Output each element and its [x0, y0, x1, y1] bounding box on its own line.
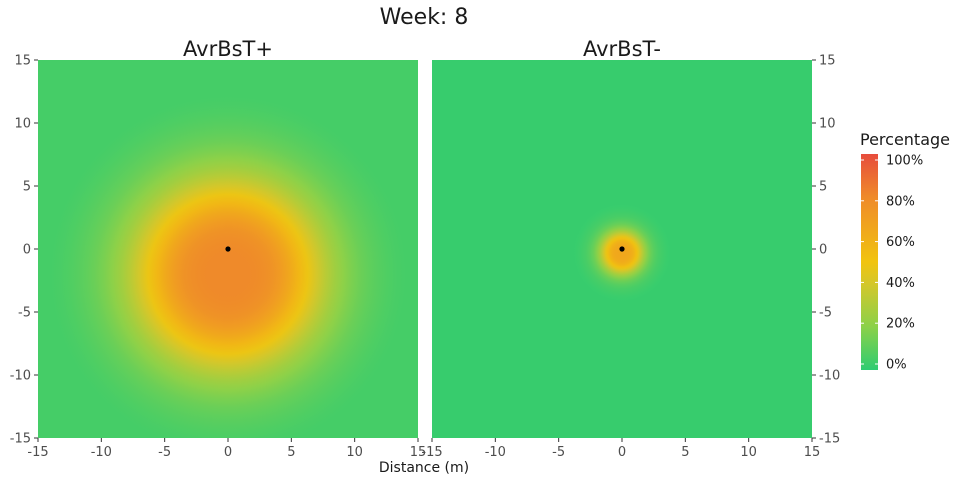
x-tick-label: 5 — [681, 445, 689, 460]
y-tick-label: -5 — [18, 306, 31, 321]
y-tick-label: -10 — [819, 369, 840, 384]
y-tick-label: -5 — [819, 306, 832, 321]
panel-1-title: AvrBsT+ — [183, 37, 273, 61]
y-tick-label: 10 — [819, 117, 836, 132]
panel-2-x-axis: -15 -10 -5 0 5 10 15 — [421, 438, 820, 460]
panel-2-title: AvrBsT- — [583, 37, 661, 61]
x-tick-label: -15 — [27, 445, 48, 460]
panel-2-y-axis: 15 10 5 0 -5 -10 -15 — [812, 54, 840, 447]
y-tick-label: 15 — [819, 54, 836, 69]
legend-tick-label: 60% — [886, 235, 915, 250]
panel-avrbst-plus: AvrBsT+ -15 -10 -5 0 5 10 15 15 10 5 0 -5 -10 -15 — [10, 37, 427, 460]
legend-title: Percentage — [860, 130, 950, 149]
y-tick-label: 15 — [14, 54, 31, 69]
panel-1-y-axis: 15 10 5 0 -5 -10 -15 — [10, 54, 38, 447]
legend-tick-label: 40% — [886, 276, 915, 291]
x-tick-label: -15 — [421, 445, 442, 460]
x-tick-label: 5 — [287, 445, 295, 460]
y-tick-label: 5 — [23, 180, 31, 195]
panel-1-x-axis: -15 -10 -5 0 5 10 15 — [27, 438, 426, 460]
y-tick-label: 5 — [819, 180, 827, 195]
x-tick-label: -10 — [91, 445, 112, 460]
x-tick-label: 10 — [740, 445, 757, 460]
legend: Percentage 100% 80% 60% 40% 20% 0% — [860, 130, 950, 373]
y-tick-label: 0 — [819, 243, 827, 258]
y-tick-label: 10 — [14, 117, 31, 132]
panel-avrbst-minus: AvrBsT- -15 -10 -5 0 5 10 15 15 10 5 0 -5 -10 -15 — [421, 37, 840, 460]
figure-title: Week: 8 — [380, 5, 469, 30]
legend-tick-label: 80% — [886, 194, 915, 209]
y-tick-label: -15 — [819, 432, 840, 447]
legend-colorbar — [861, 154, 878, 370]
y-tick-label: -15 — [10, 432, 31, 447]
y-tick-label: -10 — [10, 369, 31, 384]
panel-1-source-point — [225, 246, 231, 252]
y-tick-label: 0 — [23, 243, 31, 258]
legend-tick-label: 100% — [886, 154, 923, 169]
x-tick-label: -10 — [485, 445, 506, 460]
legend-tick-label: 20% — [886, 317, 915, 332]
x-axis-label: Distance (m) — [379, 460, 469, 476]
panel-2-source-point — [619, 246, 625, 252]
x-tick-label: -5 — [158, 445, 171, 460]
legend-tick-label: 0% — [886, 358, 907, 373]
x-tick-label: 0 — [224, 445, 232, 460]
x-tick-label: 0 — [618, 445, 626, 460]
x-tick-label: 10 — [346, 445, 363, 460]
x-tick-label: -5 — [552, 445, 565, 460]
legend-ticks: 100% 80% 60% 40% 20% 0% — [861, 154, 923, 373]
x-tick-label: 15 — [410, 445, 427, 460]
x-tick-label: 15 — [804, 445, 821, 460]
